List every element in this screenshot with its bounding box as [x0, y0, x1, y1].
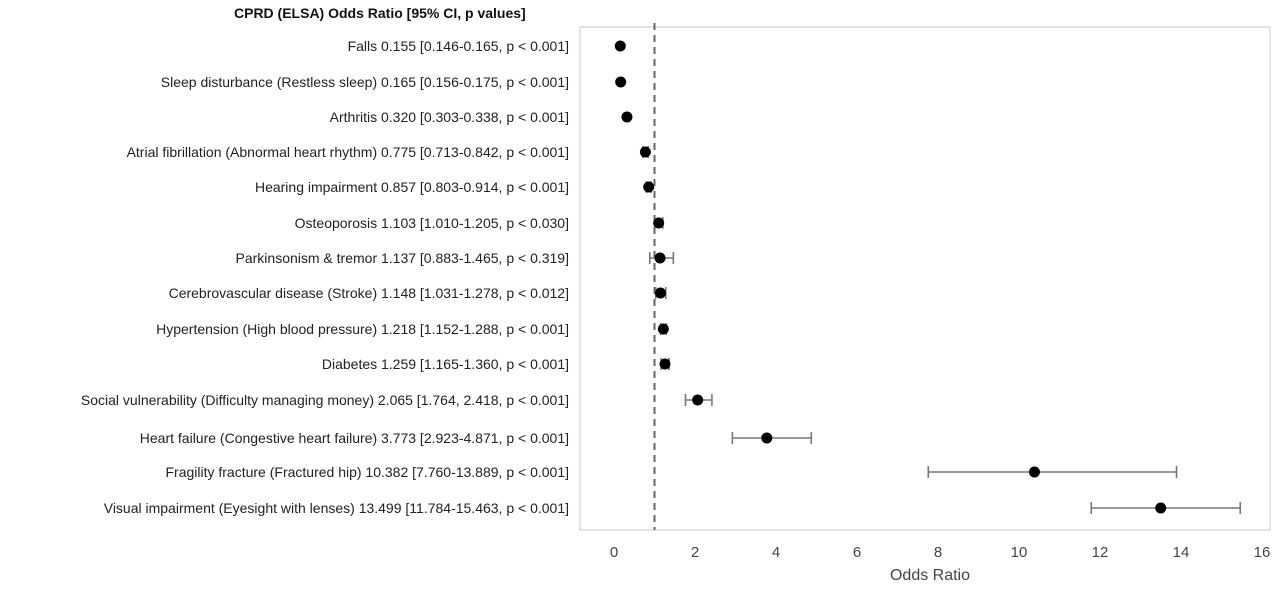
plot-frame [579, 26, 1271, 531]
row-label: Cerebrovascular disease (Stroke) 1.148 [… [169, 285, 569, 301]
odds-ratio-point [654, 287, 666, 299]
chart-header: CPRD (ELSA) Odds Ratio [95% CI, p values… [234, 5, 526, 21]
ci-whisker [927, 466, 1178, 478]
row-label: Falls 0.155 [0.146-0.165, p < 0.001] [348, 38, 569, 54]
row-label: Diabetes 1.259 [1.165-1.360, p < 0.001] [322, 356, 569, 372]
odds-ratio-point [659, 358, 671, 370]
x-tick-label: 14 [1173, 544, 1190, 561]
row-label: Sleep disturbance (Restless sleep) 0.165… [161, 74, 569, 90]
row-label: Heart failure (Congestive heart failure)… [140, 430, 569, 446]
x-tick-label: 4 [772, 544, 780, 561]
odds-ratio-point [657, 323, 669, 335]
confidence-intervals [642, 146, 1242, 514]
x-tick-label: 8 [934, 544, 942, 561]
x-axis-label: Odds Ratio [890, 567, 970, 584]
odds-ratio-point [761, 432, 773, 444]
row-label: Osteoporosis 1.103 [1.010-1.205, p < 0.0… [295, 215, 569, 231]
x-tick-label: 2 [691, 544, 699, 561]
x-tick-label: 6 [853, 544, 861, 561]
x-tick-label: 12 [1092, 544, 1109, 561]
row-label: Fragility fracture (Fractured hip) 10.38… [165, 464, 569, 480]
row-label: Hearing impairment 0.857 [0.803-0.914, p… [255, 179, 569, 195]
row-label: Social vulnerability (Difficulty managin… [81, 392, 569, 408]
odds-ratio-point [1028, 466, 1040, 478]
odds-ratio-point [614, 40, 626, 52]
odds-ratio-point [639, 146, 651, 158]
odds-ratio-point [615, 76, 627, 88]
row-label: Arthritis 0.320 [0.303-0.338, p < 0.001] [330, 109, 569, 125]
row-label: Parkinsonism & tremor 1.137 [0.883-1.465… [236, 250, 569, 266]
odds-ratio-point [692, 394, 704, 406]
odds-ratio-points [614, 40, 1167, 514]
odds-ratio-point [1155, 502, 1167, 514]
row-label: Hypertension (High blood pressure) 1.218… [156, 321, 569, 337]
odds-ratio-point [643, 181, 655, 193]
x-tick-label: 10 [1011, 544, 1028, 561]
x-tick-label: 16 [1254, 544, 1271, 561]
row-label: Atrial fibrillation (Abnormal heart rhyt… [127, 144, 569, 160]
odds-ratio-point [653, 217, 665, 229]
x-axis-ticks: 0 2 4 6 8 10 12 14 16 [610, 544, 1271, 561]
odds-ratio-point [621, 111, 633, 123]
row-labels: Falls 0.155 [0.146-0.165, p < 0.001] Slee… [81, 38, 569, 516]
x-tick-label: 0 [610, 544, 618, 561]
row-label: Visual impairment (Eyesight with lenses)… [104, 500, 569, 516]
odds-ratio-point [654, 252, 666, 264]
